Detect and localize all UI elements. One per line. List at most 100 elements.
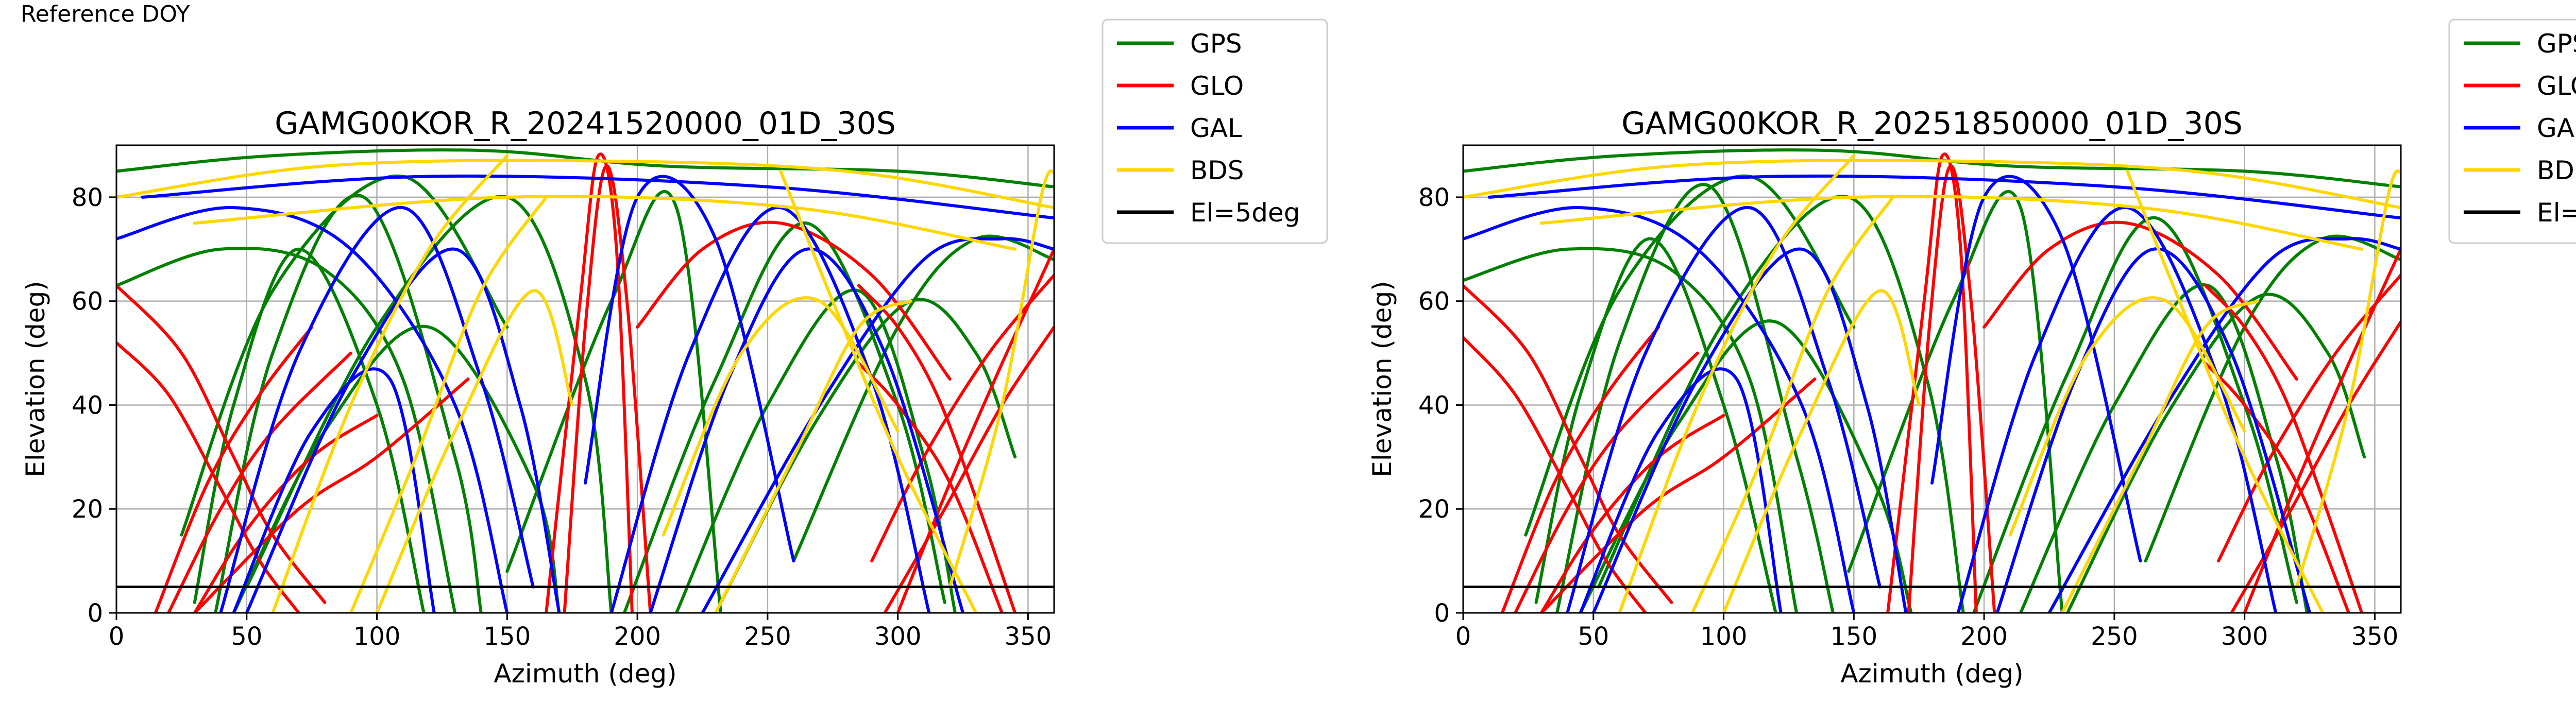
pass-glo — [116, 341, 300, 613]
pass-gps — [116, 247, 457, 613]
y-tick-label: 40 — [72, 391, 103, 420]
x-tick-label: 350 — [2351, 622, 2399, 651]
pass-glo — [1539, 414, 1725, 613]
pass-gal — [116, 206, 509, 613]
pass-glo — [1907, 164, 1996, 613]
pass-bds — [1539, 195, 2364, 251]
pass-gal — [1566, 206, 1882, 613]
pass-gal — [1995, 247, 2312, 613]
plot-area — [1463, 148, 2401, 613]
series-gps — [116, 148, 1054, 613]
pass-bds — [662, 296, 900, 537]
legend-label: GPS — [1190, 29, 1242, 59]
pass-gps — [1972, 216, 2298, 613]
pass-glo — [193, 414, 379, 613]
x-axis-label: Azimuth (deg) — [1840, 659, 2023, 689]
pass-glo — [883, 325, 1054, 613]
pass-gps — [1555, 183, 1835, 613]
pass-glo — [2204, 362, 2350, 613]
legend-box — [2448, 19, 2576, 244]
pass-glo — [2204, 284, 2364, 613]
pass-glo — [167, 351, 352, 613]
series-gal — [1463, 174, 2401, 613]
x-tick-label: 100 — [1700, 622, 1748, 651]
legend: GPS GLO GAL BDS El=5deg — [2448, 19, 2576, 244]
pass-bds — [714, 299, 912, 613]
x-tick-label: 250 — [744, 622, 791, 651]
pass-glo — [563, 164, 652, 613]
x-tick-label: 50 — [1578, 622, 1609, 651]
pass-bds — [271, 154, 509, 613]
x-tick-label: 150 — [484, 622, 531, 651]
pass-gal — [2047, 237, 2401, 613]
pass-bds — [116, 159, 1054, 210]
pass-gps — [180, 174, 509, 537]
x-tick-label: 0 — [109, 622, 125, 651]
legend-box — [1101, 19, 1328, 244]
pass-glo — [870, 273, 1054, 563]
pass-glo — [1982, 220, 2298, 381]
y-tick-label: 0 — [1434, 599, 1450, 628]
x-tick-label: 250 — [2091, 622, 2138, 651]
x-tick-label: 150 — [1831, 622, 1878, 651]
pass-glo — [154, 325, 314, 613]
pass-gal — [219, 206, 535, 613]
axes-frame — [1462, 144, 2402, 614]
pass-glo — [116, 284, 327, 604]
pass-gal — [245, 247, 561, 613]
pass-gps — [116, 148, 1054, 188]
pass-glo — [1539, 378, 1817, 613]
y-tick-label: 60 — [72, 287, 103, 316]
pass-bds — [2008, 296, 2246, 537]
x-tick-label: 0 — [1455, 622, 1471, 651]
pass-gps — [2144, 234, 2401, 563]
pass-gal — [701, 237, 1054, 613]
y-tick-label: 80 — [72, 183, 103, 212]
pass-gal — [1463, 206, 1856, 613]
pass-bds — [349, 195, 548, 613]
pass-gps — [214, 194, 483, 613]
pass-bds — [2295, 169, 2401, 589]
pass-bds — [1463, 159, 2401, 210]
y-tick-label: 20 — [72, 495, 103, 524]
pass-gps — [2065, 293, 2366, 613]
chart-title: GAMG00KOR_R_20241520000_01D_30S — [275, 106, 896, 142]
series-glo — [116, 152, 1054, 613]
pass-bds — [193, 195, 1017, 251]
pass-bds — [1618, 154, 1856, 613]
pass-glo — [1463, 284, 1673, 604]
plot-area — [116, 148, 1054, 613]
pass-glo — [636, 220, 952, 381]
reference-doy-label: Reference DOY — [21, 1, 190, 27]
pass-glo — [2230, 320, 2401, 613]
chart-title: GAMG00KOR_R_20251850000_01D_30S — [1621, 106, 2243, 142]
y-axis-label: Elevation (deg) — [1367, 281, 1397, 477]
legend-label: GAL — [2537, 113, 2576, 143]
legend-label: GPS — [2537, 29, 2576, 59]
pass-gps — [674, 288, 957, 613]
legend-label: GLO — [2537, 71, 2576, 101]
legend-label: GAL — [1190, 113, 1242, 143]
pass-bds — [1722, 289, 1921, 613]
pass-glo — [2243, 247, 2401, 613]
pass-bds — [1690, 195, 1895, 613]
x-tick-label: 50 — [231, 622, 262, 651]
pass-gal — [141, 174, 1054, 220]
pass-gal — [609, 206, 931, 613]
x-tick-label: 100 — [353, 622, 401, 651]
legend-label: BDS — [1190, 156, 1244, 185]
series-gps — [1463, 148, 2401, 613]
pass-bds — [2060, 299, 2259, 613]
y-tick-label: 20 — [1418, 495, 1450, 524]
pass-gps — [193, 247, 426, 613]
x-axis-label: Azimuth (deg) — [494, 659, 676, 689]
pass-gps — [1463, 148, 2401, 188]
pass-gal — [649, 247, 965, 613]
pass-gal — [1591, 247, 1908, 613]
pass-gps — [1524, 174, 1856, 537]
chart-panel-1: 0 50 100 150 200 250 300 350 0 20 40 60 80 GAMG00KOR_… — [21, 19, 1328, 689]
pass-glo — [1500, 325, 1660, 613]
legend-label: El=5deg — [1190, 198, 1300, 228]
legend-label: El=5deg — [2537, 198, 2576, 228]
